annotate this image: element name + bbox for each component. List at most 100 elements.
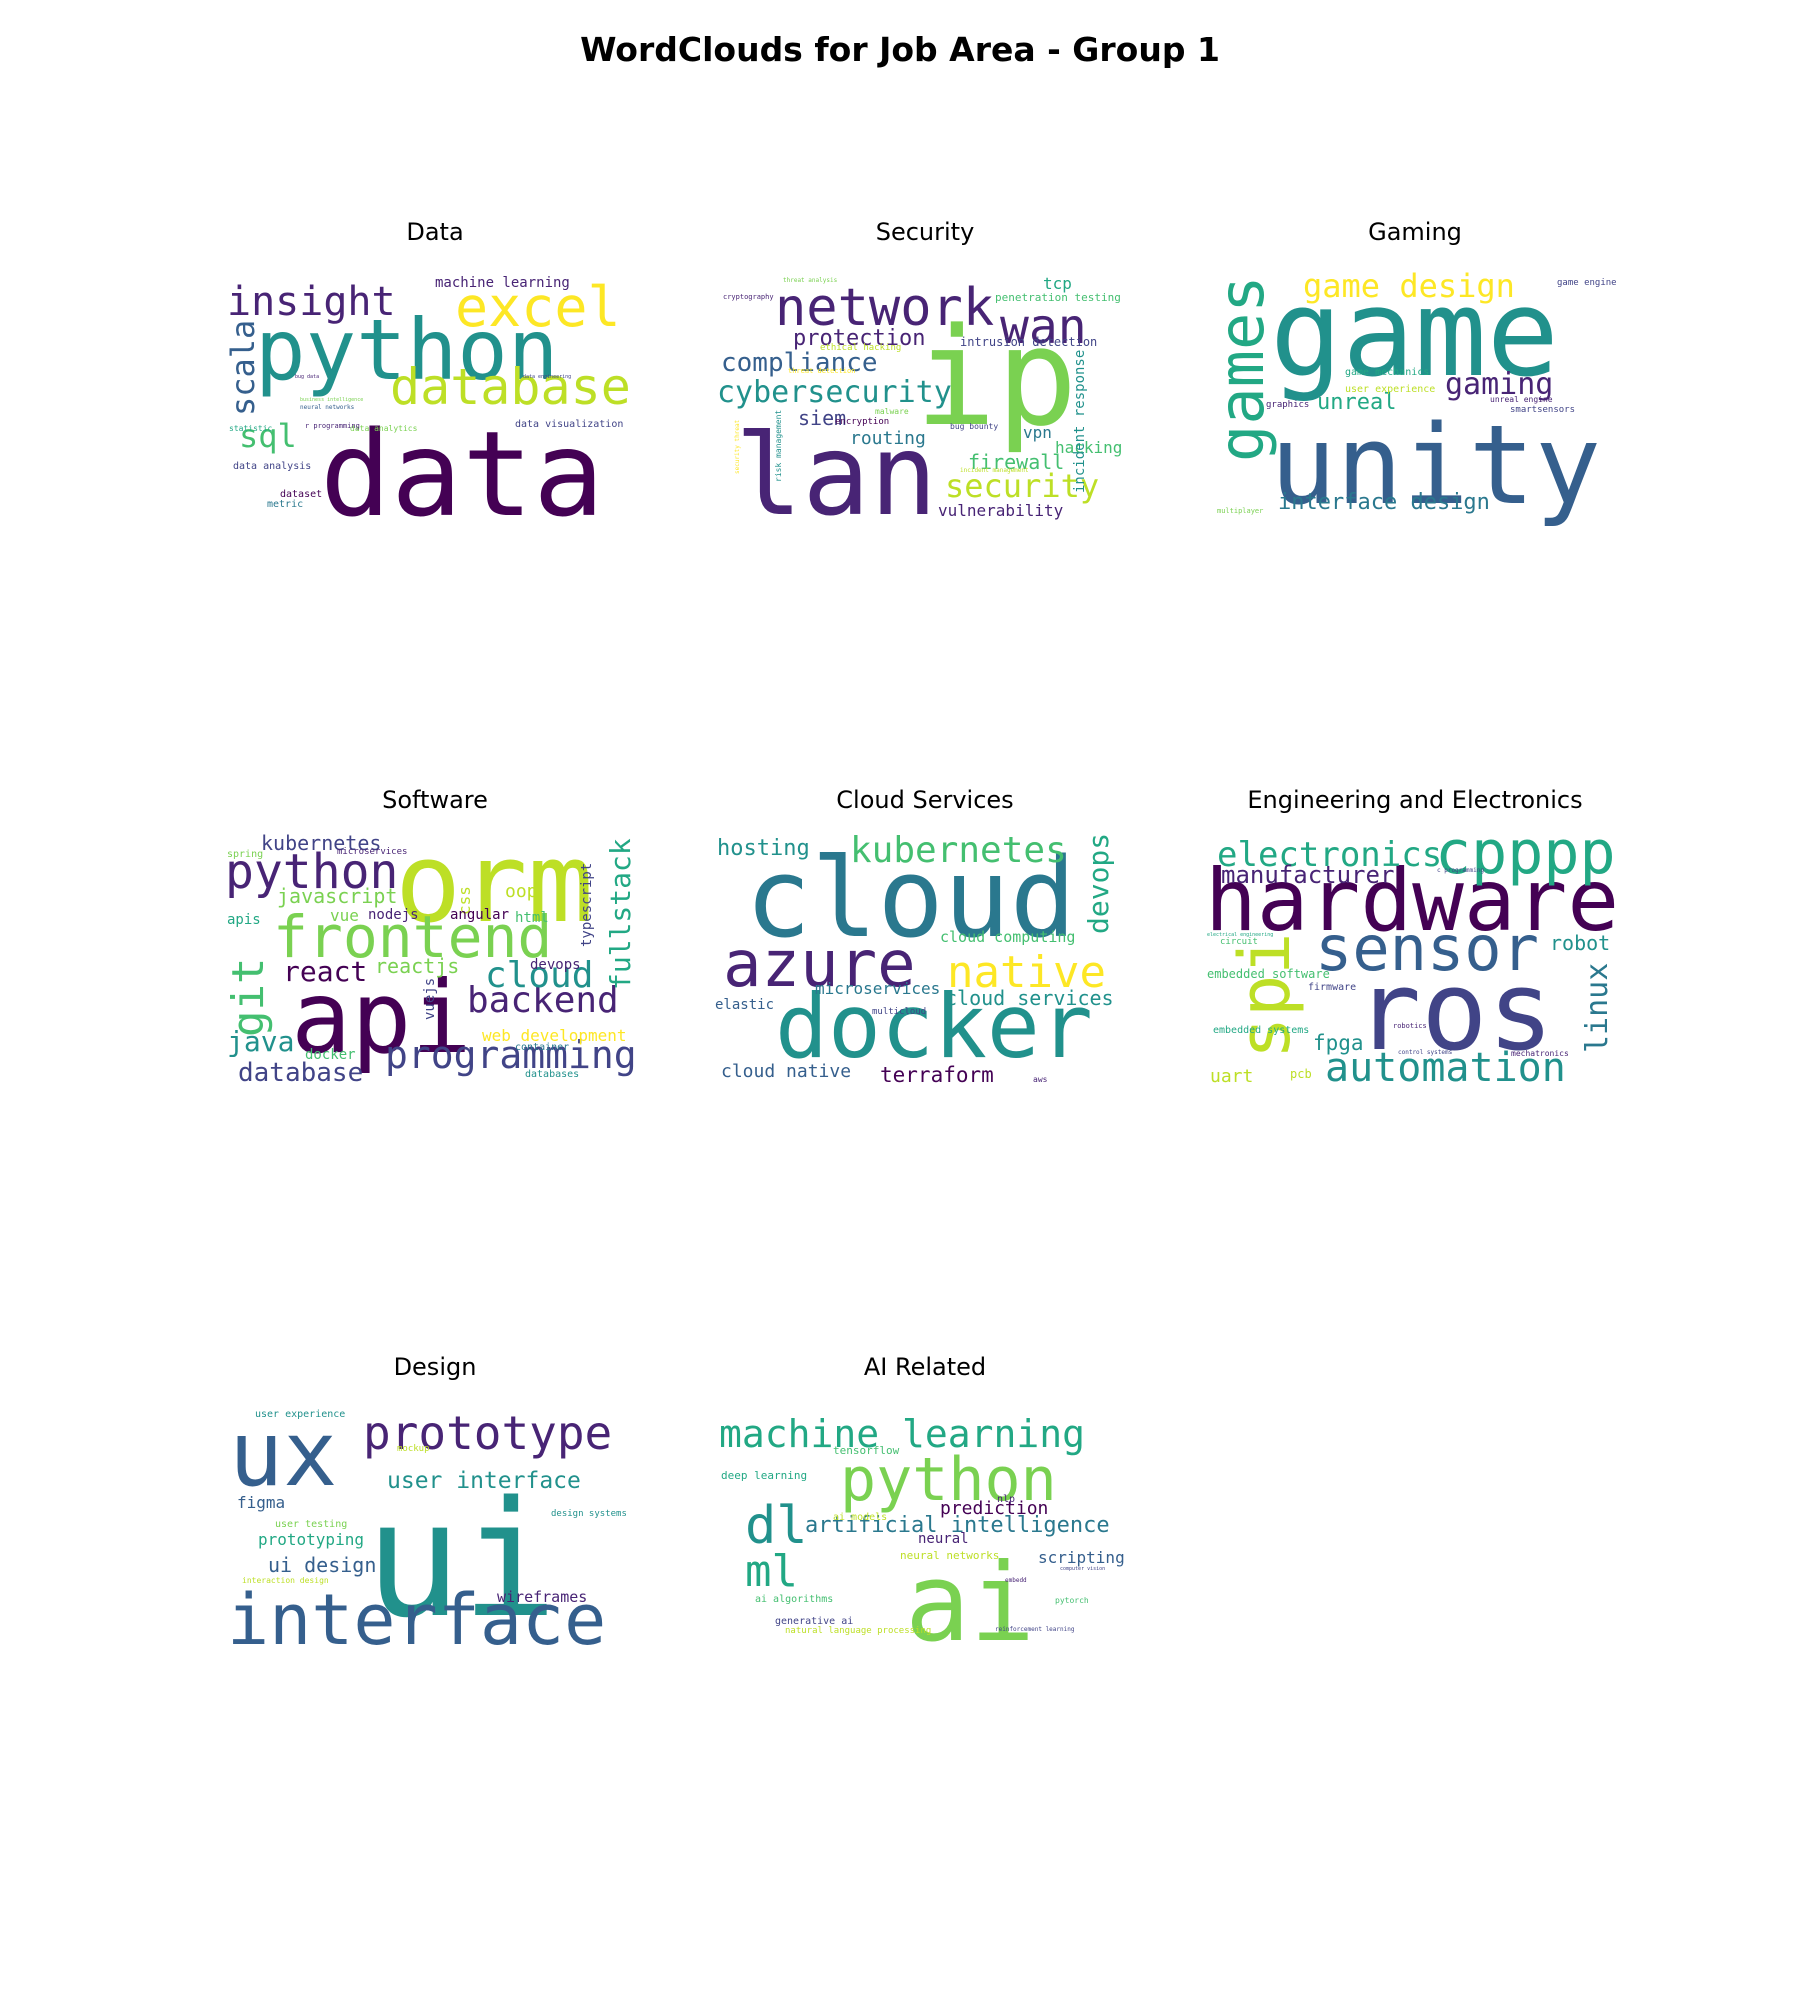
wordcloud-word: spi: [1224, 932, 1306, 1059]
wordcloud-word: security: [945, 467, 1100, 505]
wordcloud-word: natural language processing: [785, 1626, 932, 1636]
wordcloud-word: spring: [227, 849, 264, 860]
wordcloud-panel-ai-related: AI Related ai python machine learning artif…: [715, 1353, 1135, 1665]
wordcloud-word: data engineering: [523, 374, 572, 380]
wordcloud-word: ml: [745, 1546, 798, 1597]
wordcloud: game unity games game design gaming unreal int…: [1205, 270, 1625, 530]
wordcloud-word: mechatronics: [1511, 1049, 1569, 1058]
wordcloud-word: artificial intelligence: [805, 1513, 1110, 1538]
wordcloud-word: database: [390, 358, 631, 416]
wordcloud-word: unreal: [1317, 390, 1397, 415]
wordcloud-word: ui: [365, 1466, 558, 1653]
wordcloud-word: programming: [385, 1033, 637, 1077]
panel-title: AI Related: [863, 1353, 987, 1381]
wordcloud-word: frontend: [273, 903, 553, 971]
wordcloud-word: ai algorithms: [755, 1594, 834, 1605]
wordcloud-word: network: [775, 278, 995, 338]
wordcloud-word: reactjs: [375, 954, 460, 978]
wordcloud-word: cloud native: [721, 1061, 852, 1082]
wordcloud-word: wan: [1000, 299, 1087, 355]
wordcloud-word: pcb: [1290, 1067, 1312, 1081]
panel-title: Engineering and Electronics: [1247, 786, 1583, 814]
wordcloud-word: electronics: [1217, 835, 1443, 875]
wordcloud-word: docker: [775, 975, 1093, 1078]
wordcloud: hardware ros sensor cpppp spi electronics auto…: [1205, 823, 1625, 1098]
wordcloud-word: oop: [505, 881, 538, 902]
wordcloud-word: gaming: [1445, 367, 1554, 402]
wordcloud-word: cloud: [485, 955, 594, 996]
wordcloud-word: cloud computing: [940, 928, 1076, 946]
wordcloud-word: firmware: [1308, 982, 1357, 993]
wordcloud-word: manufacturer: [1221, 861, 1395, 889]
wordcloud-word: ai: [905, 1541, 1036, 1666]
wordcloud-word: docker: [305, 1047, 356, 1063]
wordcloud-word: neural networks: [300, 404, 355, 411]
wordcloud-word: databases: [525, 1069, 580, 1080]
wordcloud-word: devops: [530, 957, 581, 973]
wordcloud-word: machine learning: [435, 275, 570, 291]
wordcloud-word: python: [255, 301, 559, 399]
wordcloud-word: microservices: [337, 847, 408, 857]
wordcloud-word: cloud: [745, 834, 1077, 962]
wordcloud-word: data analysis: [233, 461, 312, 472]
wordcloud-word: figma: [237, 1493, 286, 1512]
wordcloud-word: uart: [1210, 1066, 1254, 1087]
wordcloud-word: dataset: [280, 489, 323, 500]
wordcloud-word: generative ai: [775, 1616, 854, 1627]
wordcloud-word: cybersecurity: [717, 375, 952, 410]
wordcloud-word: lan: [735, 411, 938, 541]
wordcloud-word: prototype: [363, 1406, 613, 1460]
wordcloud-word: user experience: [255, 1409, 346, 1420]
wordcloud-word: vpn: [1023, 423, 1052, 442]
wordcloud-word: python: [840, 1445, 1057, 1515]
wordcloud-word: vue: [330, 906, 359, 925]
wordcloud-word: penetration testing: [995, 291, 1121, 304]
panel-title: Gaming: [1368, 218, 1462, 246]
figure-title: WordClouds for Job Area - Group 1: [580, 30, 1220, 69]
wordcloud-word: data: [320, 405, 605, 543]
wordcloud-word: user experience: [1345, 384, 1436, 395]
wordcloud-word: container: [515, 1042, 570, 1053]
wordcloud-word: reinforcement learning: [995, 1626, 1075, 1633]
wordcloud-word: business intelligence: [300, 397, 364, 403]
wordcloud-word: excel: [455, 275, 621, 339]
wordcloud-panel-data: Data data python excel database insight scala…: [224, 218, 645, 543]
wordcloud-word: python: [225, 844, 399, 900]
wordcloud-word: api: [291, 959, 472, 1076]
wordcloud-word: prediction: [940, 1498, 1049, 1519]
wordcloud-word: multiplayer: [1217, 507, 1264, 515]
wordcloud-panel-gaming: Gaming game unity games game design gaming un…: [1205, 218, 1625, 530]
wordcloud-word: embedded systems: [1213, 1025, 1310, 1036]
wordcloud-word: aws: [1033, 1075, 1048, 1084]
wordcloud-word: threat detection: [788, 367, 856, 375]
wordcloud-word: data analytics: [350, 424, 418, 433]
wordcloud: data python excel database insight scala sql ma…: [224, 270, 645, 543]
wordcloud: ai python machine learning artificial intel…: [715, 1405, 1135, 1665]
wordcloud: ui ux interface prototype user interface ui d…: [225, 1405, 645, 1665]
wordcloud-word: neural networks: [900, 1549, 1000, 1562]
wordcloud-word: ros: [1355, 947, 1554, 1075]
wordcloud-word: fpga: [1313, 1031, 1364, 1055]
panel-title: Data: [406, 218, 464, 246]
wordcloud-word: wireframes: [497, 1588, 588, 1606]
wordcloud-word: risk management: [774, 409, 783, 482]
wordcloud-word: sql: [239, 417, 297, 455]
wordcloud-word: nodejs: [368, 907, 419, 923]
wordcloud-word: security threat: [734, 419, 741, 474]
wordcloud-word: sensor: [1315, 912, 1539, 985]
wordcloud-word: terraform: [880, 1063, 994, 1087]
wordcloud-word: elastic: [715, 997, 775, 1013]
wordcloud-word: kubernetes: [261, 831, 382, 855]
wordcloud-word: angular: [450, 907, 510, 923]
panel-title: Design: [393, 1353, 477, 1381]
wordcloud-word: intrusion detection: [960, 335, 1098, 349]
wordcloud-word: incident management: [960, 467, 1029, 474]
wordcloud-word: cpppp: [1435, 818, 1616, 888]
wordcloud: orm api frontend python programming backend cl…: [223, 828, 645, 1098]
wordcloud-word: unity: [1270, 401, 1602, 529]
wordcloud: ip lan network wan cybersecurity compliance se…: [715, 270, 1135, 541]
wordcloud-word: embedded software: [1207, 967, 1330, 981]
wordcloud-word: fullstack: [604, 838, 637, 990]
wordcloud-word: database: [238, 1058, 364, 1088]
wordcloud-word: encryption: [835, 417, 890, 427]
